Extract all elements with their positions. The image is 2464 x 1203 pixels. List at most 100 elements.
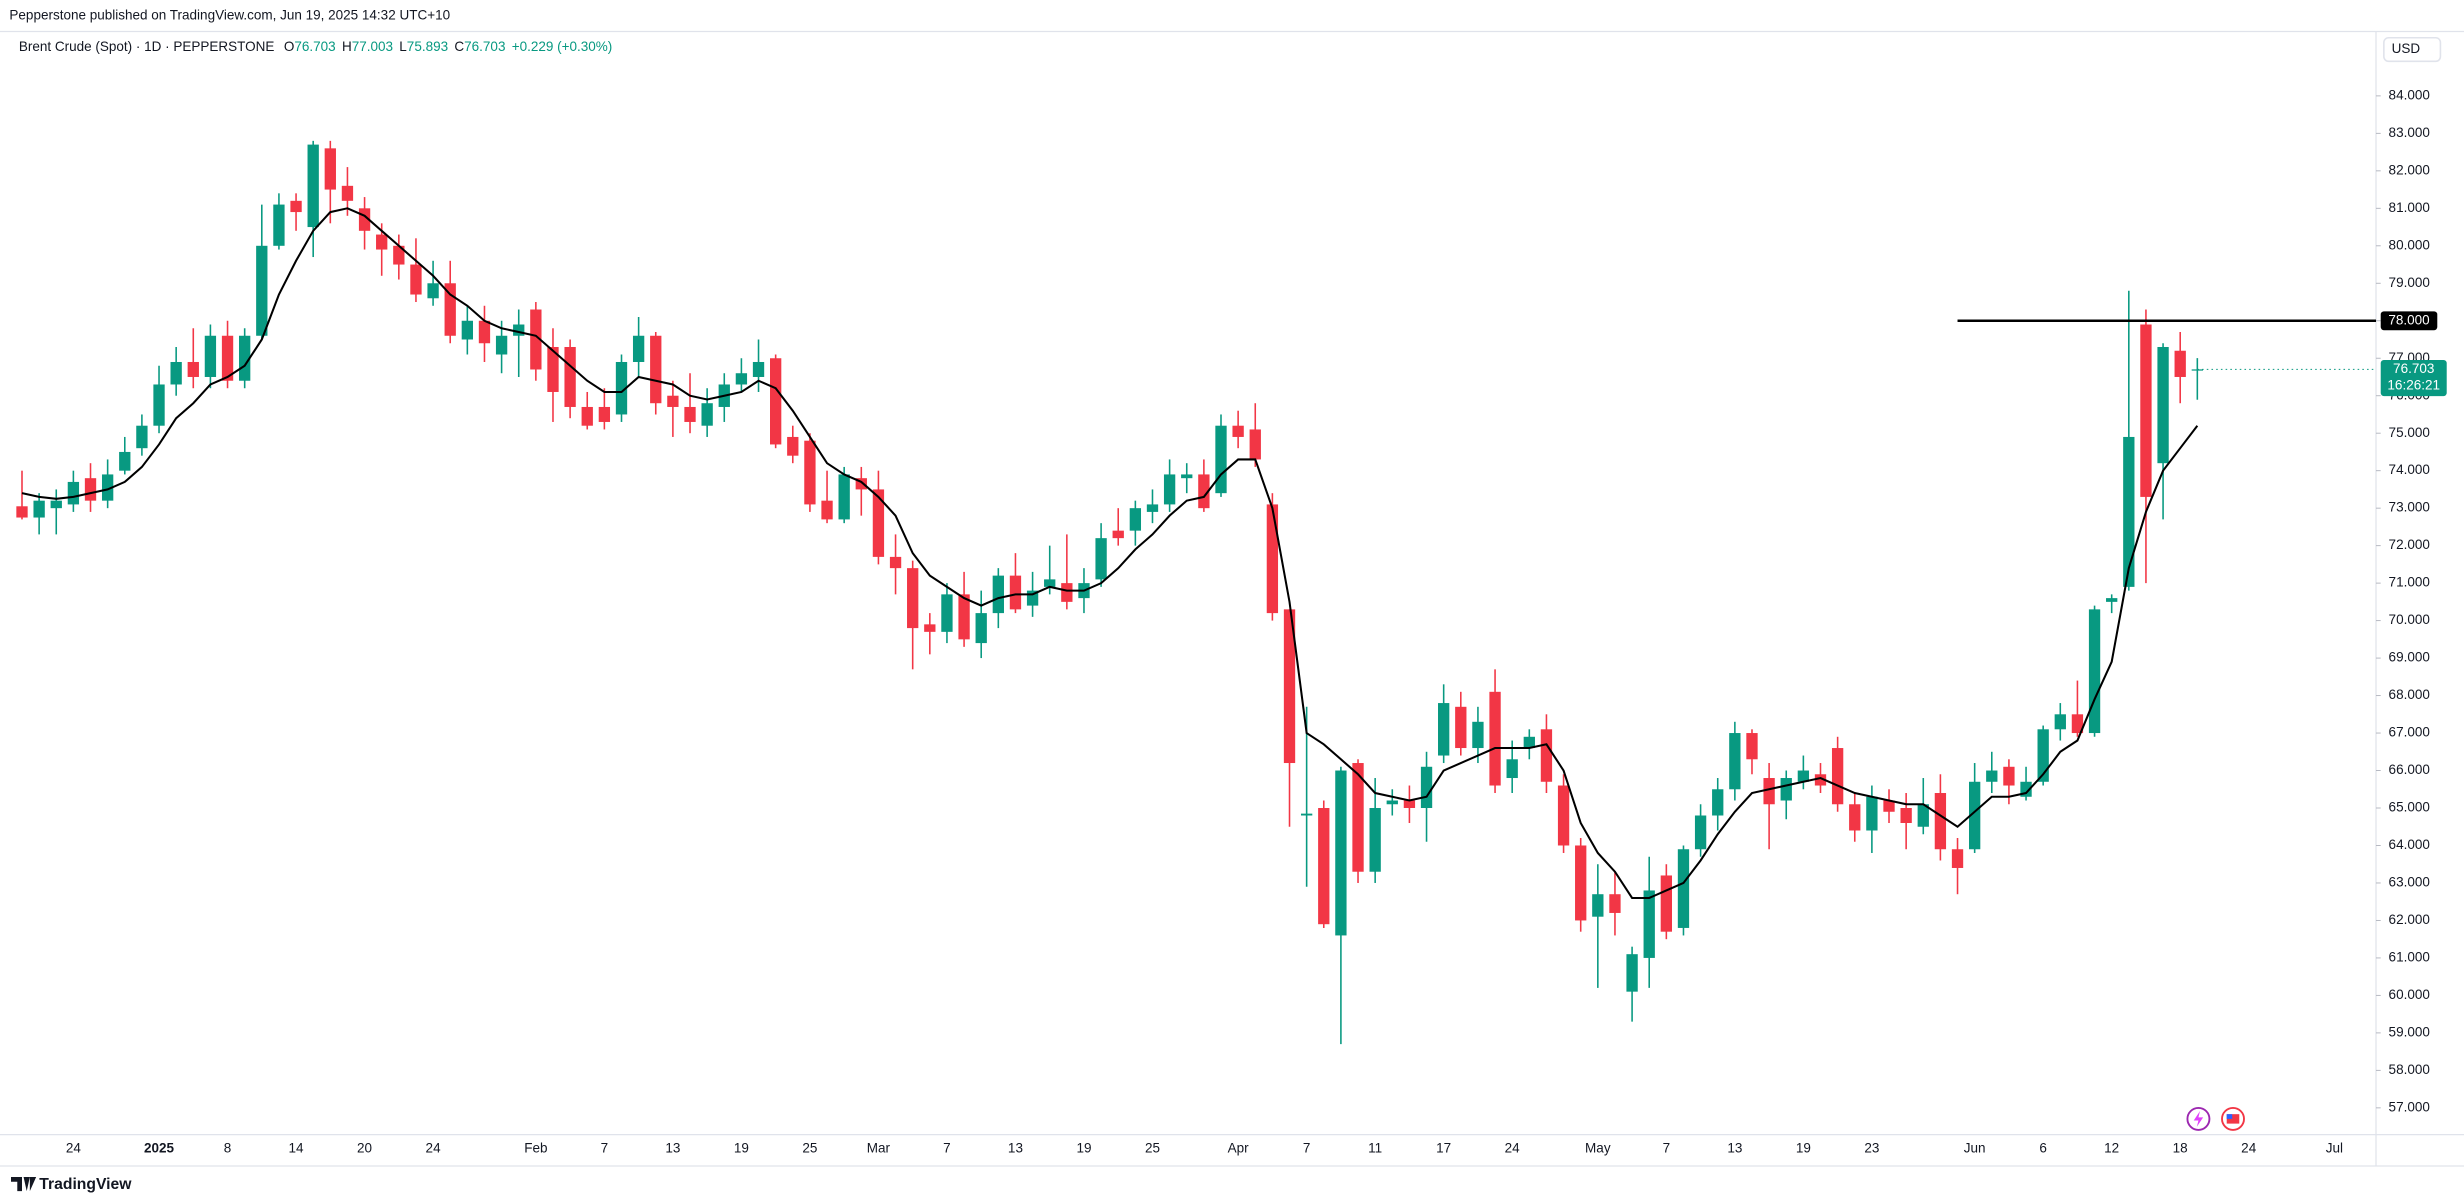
candle-body bbox=[1951, 849, 1964, 868]
candle-body bbox=[1969, 781, 1981, 850]
candle-body bbox=[924, 624, 936, 632]
y-tick-label: 84.000 bbox=[2389, 87, 2430, 102]
currency-box[interactable] bbox=[2383, 36, 2442, 63]
y-tick-label: 79.000 bbox=[2389, 275, 2430, 290]
candle-body bbox=[1883, 800, 1895, 812]
candle-body bbox=[119, 451, 131, 471]
candle-body bbox=[256, 245, 268, 336]
candle-body bbox=[204, 335, 217, 377]
candle-body bbox=[1849, 804, 1861, 831]
candle-body bbox=[16, 506, 28, 518]
candle-body bbox=[1609, 894, 1621, 913]
x-tick-label: 19 bbox=[1076, 1140, 1091, 1155]
candle-body bbox=[495, 335, 508, 355]
candle-body bbox=[2020, 781, 2032, 797]
y-tick-label: 72.000 bbox=[2389, 537, 2430, 552]
candle-body bbox=[1026, 590, 1039, 606]
candle-body bbox=[530, 309, 542, 370]
currency[interactable]: USD bbox=[2392, 41, 2421, 56]
candle-body bbox=[1129, 508, 1142, 531]
candle-body bbox=[1403, 800, 1416, 809]
candle-body bbox=[855, 478, 867, 490]
candle-body bbox=[2088, 609, 2101, 734]
x-tick-label: 8 bbox=[224, 1140, 232, 1155]
candle-body bbox=[615, 361, 628, 415]
candle-body bbox=[478, 320, 491, 344]
x-tick-label: 13 bbox=[1008, 1140, 1023, 1155]
change: +0.229 (+0.30%) bbox=[512, 39, 613, 54]
flag-canton bbox=[2226, 1114, 2233, 1119]
ohlc-key: O bbox=[284, 39, 295, 54]
x-tick-label: May bbox=[1585, 1140, 1611, 1155]
candle-body bbox=[187, 361, 199, 377]
x-tick-label: Jul bbox=[2326, 1140, 2343, 1155]
candle-body bbox=[221, 335, 234, 381]
candle-body bbox=[1934, 793, 1947, 850]
x-tick-label: 6 bbox=[2039, 1140, 2047, 1155]
candle-body bbox=[872, 489, 885, 557]
candle-body bbox=[1729, 733, 1741, 790]
candle-body bbox=[1917, 804, 1929, 827]
x-tick-label: Mar bbox=[867, 1140, 891, 1155]
candle-body bbox=[975, 613, 987, 644]
x-tick-label: 2025 bbox=[144, 1140, 175, 1155]
x-tick-label: 20 bbox=[357, 1140, 372, 1155]
ohlc-value: 76.703 bbox=[294, 39, 335, 54]
candle-body bbox=[2071, 714, 2084, 734]
candle-body bbox=[67, 481, 80, 505]
candle-body bbox=[1489, 691, 1501, 786]
y-tick-label: 80.000 bbox=[2389, 237, 2430, 252]
x-tick-label: Apr bbox=[1228, 1140, 1250, 1155]
candle-body bbox=[1866, 796, 1878, 831]
x-tick-label: 24 bbox=[1505, 1140, 1521, 1155]
candle-body bbox=[787, 436, 799, 456]
x-tick-label: 18 bbox=[2173, 1140, 2188, 1155]
candle-body bbox=[838, 474, 850, 520]
candle-body bbox=[581, 406, 593, 426]
candle-body bbox=[1215, 425, 1227, 494]
x-tick-label: Feb bbox=[524, 1140, 547, 1155]
candle-body bbox=[358, 208, 371, 231]
candle-body bbox=[2106, 598, 2118, 602]
candle-body bbox=[290, 200, 302, 213]
y-tick-label: 64.000 bbox=[2389, 837, 2430, 852]
publisher: Pepperstone published on TradingView.com… bbox=[9, 7, 450, 22]
x-tick-label: 24 bbox=[66, 1140, 82, 1155]
candle-body bbox=[1335, 770, 1347, 936]
countdown: 16:26:21 bbox=[2387, 377, 2440, 392]
x-tick-label: 19 bbox=[734, 1140, 749, 1155]
x-tick-label: 24 bbox=[426, 1140, 442, 1155]
y-tick-label: 69.000 bbox=[2389, 650, 2430, 665]
x-tick-label: Jun bbox=[1964, 1140, 1986, 1155]
ohlc-value: 77.003 bbox=[352, 39, 393, 54]
candle-body bbox=[564, 346, 576, 407]
candle-body bbox=[1249, 429, 1261, 460]
y-tick-label: 61.000 bbox=[2389, 949, 2430, 964]
candle-body bbox=[84, 478, 97, 501]
candle-body bbox=[1181, 474, 1193, 479]
candle-body bbox=[513, 324, 525, 336]
y-tick-label: 63.000 bbox=[2389, 875, 2430, 890]
candle-body bbox=[1575, 845, 1587, 921]
candle-body bbox=[153, 384, 165, 426]
candle-body bbox=[393, 245, 405, 265]
candle-body bbox=[992, 575, 1004, 614]
candle-body bbox=[2191, 369, 2203, 371]
x-tick-label: 7 bbox=[943, 1140, 951, 1155]
x-tick-label: 25 bbox=[1145, 1140, 1160, 1155]
y-tick-label: 67.000 bbox=[2389, 725, 2430, 740]
candle-body bbox=[735, 373, 748, 385]
candle-body bbox=[2174, 350, 2186, 377]
candle-body bbox=[1198, 474, 1210, 509]
y-tick-label: 70.000 bbox=[2389, 612, 2430, 627]
x-tick-label: 19 bbox=[1796, 1140, 1811, 1155]
candle-body bbox=[1352, 763, 1364, 872]
y-tick-label: 71.000 bbox=[2389, 575, 2430, 590]
candle-body bbox=[1061, 583, 1073, 602]
level-label-box bbox=[2380, 311, 2438, 331]
candle-body bbox=[1694, 815, 1707, 850]
candle-body bbox=[2123, 436, 2135, 587]
candle-body bbox=[1643, 890, 1655, 958]
candle-body bbox=[2157, 346, 2169, 464]
